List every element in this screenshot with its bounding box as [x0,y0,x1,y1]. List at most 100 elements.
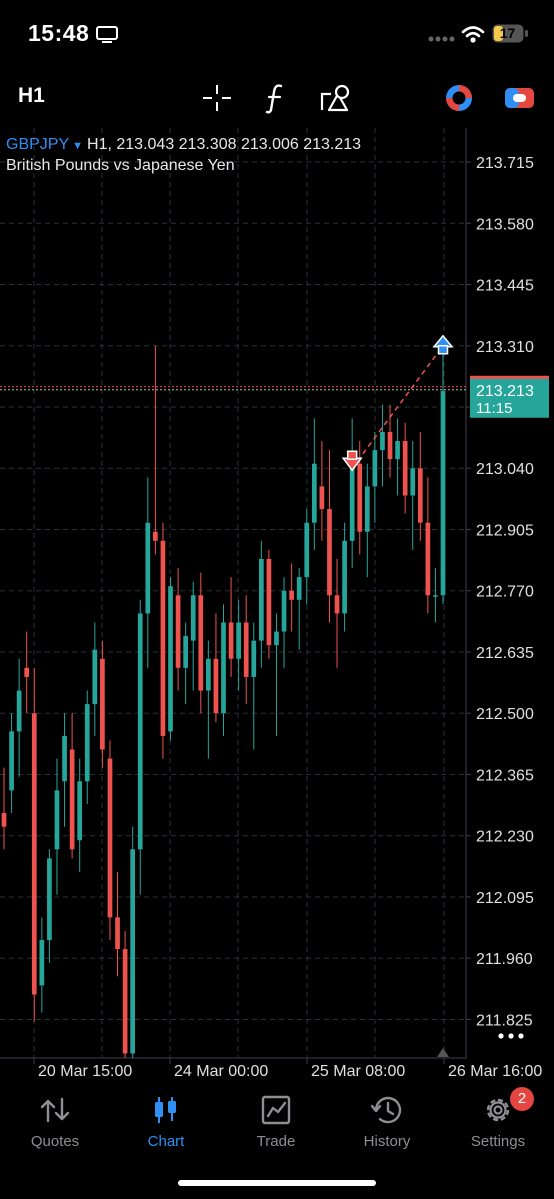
symbol-dropdown-icon[interactable]: ▼ [72,140,84,152]
candle-body [372,450,378,487]
candle-body [395,441,400,460]
candle-body [236,622,241,659]
candle-body [221,622,226,714]
wifi-icon [461,26,485,43]
more-options-icon[interactable] [498,1033,524,1039]
candle-body [380,431,385,451]
candle-body [183,636,189,668]
status-time: 15:48 [28,20,90,46]
x-tick-label: 20 Mar 15:00 [38,1063,132,1080]
candle-body [433,595,438,597]
candle-body [84,704,90,782]
candle-body [327,509,332,596]
candle-body [92,649,98,705]
candle-body [130,849,136,1054]
candle-body [24,667,30,677]
sell-arrow-stem [346,450,358,460]
candle-body [190,595,196,641]
trade-chart-icon [261,1095,291,1125]
nav-history[interactable]: History [332,1088,442,1150]
y-tick-label: 213.580 [476,216,534,233]
candles [1,341,446,1058]
candle-body [198,595,204,691]
timeframe-button[interactable]: H1 [18,84,45,107]
symbol-name[interactable]: GBPJPY [6,136,70,153]
chart-candles-icon [155,1097,176,1123]
y-tick-label: 213.040 [476,461,534,478]
candle-body [440,391,446,596]
more-dot [518,1033,524,1039]
settings-gear-icon [486,1098,510,1122]
y-tick-label: 212.635 [476,645,534,662]
candle-body [334,595,340,614]
settings-notification-badge: 2 [510,1087,534,1111]
candle-body [31,713,37,995]
candle-body [387,431,393,460]
y-tick-label: 212.365 [476,767,534,784]
price-chart[interactable]: 213.715213.580213.445213.310213.175213.0… [0,128,554,1088]
crosshair-icon[interactable] [198,80,236,116]
y-tick-label: 211.960 [476,951,533,968]
candle-body [145,522,151,614]
price-axis: 213.715213.580213.445213.310213.175213.0… [33,155,549,1080]
candle-body [47,858,52,941]
trade-mode-icon[interactable] [500,80,538,116]
nav-chart-label: Chart [147,1133,185,1150]
candle-body [281,590,287,632]
nav-quotes[interactable]: Quotes [0,1088,110,1150]
candle-body [9,731,14,791]
candle-body [107,758,113,918]
x-tick-label: 25 Mar 08:00 [311,1063,405,1080]
candle-body [296,577,302,600]
candle-body [410,468,416,496]
candle-body [206,658,211,691]
candle-body [175,595,181,668]
cellular-signal-icon [428,36,455,42]
nav-settings[interactable]: Settings [443,1088,553,1150]
one-click-trading-icon[interactable] [441,80,479,116]
y-tick-label: 212.500 [476,706,534,723]
y-tick-label: 211.825 [476,1012,533,1029]
symbol-description: British Pounds vs Japanese Yen [6,157,235,174]
battery-level: 17 [499,25,516,41]
battery-icon: 17 [492,24,529,43]
y-tick-label: 212.230 [476,829,534,846]
trade-connector-line [351,345,444,469]
objects-icon[interactable] [318,80,356,116]
candle-body [1,813,7,827]
indicators-icon[interactable] [257,80,295,116]
candle-body [168,586,173,732]
trade-overlay [0,334,466,1057]
candle-body [304,522,310,578]
candle-countdown: 11:15 [476,400,512,417]
ask-price-marker [470,375,549,379]
candle-body [417,468,423,523]
nav-chart[interactable]: Chart [111,1088,221,1150]
y-tick-label: 213.445 [476,278,534,295]
y-tick-label: 213.715 [476,155,534,172]
home-indicator[interactable] [178,1180,376,1186]
symbol-header[interactable]: GBPJPY ▼ H1, 213.043 213.308 213.006 213.2… [6,136,361,154]
history-clock-icon [370,1096,402,1124]
candle-body [289,590,294,600]
candle-body [39,940,45,986]
chart-grid [0,128,467,1059]
nav-trade-label: Trade [256,1133,296,1150]
current-price-value: 213.213 [476,383,534,400]
candle-body [274,631,279,646]
nav-trade[interactable]: Trade [221,1088,331,1150]
candle-body [228,622,234,659]
x-tick-label: 24 Mar 00:00 [174,1063,268,1080]
y-tick-label: 212.095 [476,890,534,907]
candle-body [115,917,120,950]
candle-body [364,486,370,532]
y-tick-label: 212.770 [476,584,534,601]
x-tick-label: 26 Mar 16:00 [448,1063,542,1080]
screen-mirroring-icon [96,26,118,43]
buy-arrow-stem [437,345,449,355]
nav-quotes-label: Quotes [30,1133,80,1150]
candle-body [16,690,22,732]
candle-body [258,558,264,641]
candle-body [153,531,158,541]
candle-body [319,486,325,510]
